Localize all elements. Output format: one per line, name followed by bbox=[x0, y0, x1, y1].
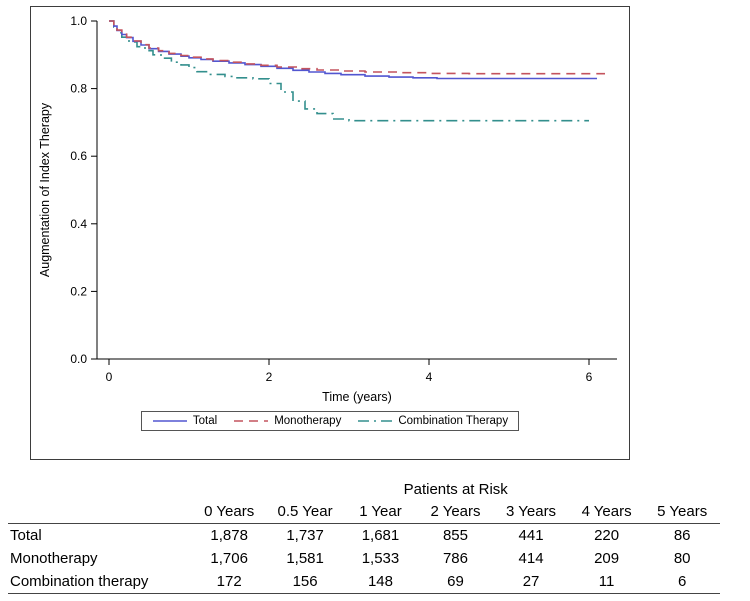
svg-text:0.8: 0.8 bbox=[70, 82, 87, 96]
cell: 220 bbox=[594, 527, 620, 544]
cell: 786 bbox=[442, 550, 468, 567]
patients-at-risk-table: Patients at Risk 0 Years 0.5 Year 1 Year… bbox=[8, 478, 720, 594]
col-header: 5 Years bbox=[644, 500, 720, 524]
cell: 172 bbox=[191, 570, 267, 594]
cell: 148 bbox=[343, 570, 418, 594]
x-axis-label: Time (years) bbox=[322, 390, 392, 404]
row-label: Total bbox=[10, 527, 42, 544]
svg-text:4: 4 bbox=[426, 370, 433, 384]
svg-text:2: 2 bbox=[266, 370, 273, 384]
svg-text:0.0: 0.0 bbox=[70, 352, 87, 366]
col-header: 3 Years bbox=[493, 500, 569, 524]
svg-text:1.0: 1.0 bbox=[70, 14, 87, 28]
svg-text:0.4: 0.4 bbox=[70, 217, 87, 231]
total-curve bbox=[109, 20, 597, 80]
legend-label-total: Total bbox=[192, 415, 218, 427]
cell: 1,533 bbox=[361, 550, 400, 567]
table-row-total: Total 1,878 1,737 1,681 855 441 220 86 bbox=[8, 524, 720, 548]
col-header: 1 Year bbox=[343, 500, 418, 524]
svg-text:0.2: 0.2 bbox=[70, 284, 87, 298]
cell: 1,681 bbox=[361, 527, 400, 544]
legend-item-total: Total bbox=[152, 415, 217, 427]
cell: 69 bbox=[417, 570, 494, 594]
svg-text:6: 6 bbox=[586, 370, 593, 384]
monotherapy-line-swatch bbox=[234, 420, 269, 422]
cell: 156 bbox=[266, 570, 344, 594]
cell: 1,737 bbox=[286, 527, 324, 544]
chart-legend: Total Monotherapy Combination Therapy bbox=[140, 411, 520, 431]
monotherapy-curve bbox=[109, 20, 605, 75]
km-chart: 0.0 0.2 0.4 0.6 0.8 1.0 0 2 4 6 Time (years) Augmen… bbox=[30, 6, 630, 460]
legend-item-monotherapy: Monotherapy bbox=[233, 415, 341, 427]
y-axis-label: Augmentation of Index Therapy bbox=[38, 102, 52, 277]
combination-therapy-curve bbox=[109, 20, 589, 122]
cell: 855 bbox=[442, 527, 468, 544]
legend-label-combination: Combination Therapy bbox=[398, 415, 509, 427]
table-header-row: 0 Years 0.5 Year 1 Year 2 Years 3 Years … bbox=[8, 500, 720, 524]
cell: 441 bbox=[518, 527, 544, 544]
table-title: Patients at Risk bbox=[403, 481, 508, 498]
combination-line-swatch bbox=[358, 420, 393, 422]
table-row-combination: Combination therapy 172 156 148 69 27 11… bbox=[8, 570, 720, 594]
table-title-row: Patients at Risk bbox=[8, 478, 720, 500]
col-header: 2 Years bbox=[417, 500, 494, 524]
cell: 80 bbox=[673, 550, 691, 567]
cell: 1,878 bbox=[210, 527, 248, 544]
cell: 1,706 bbox=[210, 550, 248, 567]
legend-item-combination: Combination Therapy bbox=[357, 415, 508, 427]
cell: 86 bbox=[673, 527, 691, 544]
cell: 414 bbox=[518, 550, 544, 567]
cell: 11 bbox=[568, 570, 645, 594]
cell: 6 bbox=[644, 570, 720, 594]
col-header: 4 Years bbox=[568, 500, 645, 524]
svg-text:0: 0 bbox=[106, 370, 113, 384]
cell: 209 bbox=[594, 550, 620, 567]
row-label: Monotherapy bbox=[10, 550, 98, 567]
spacer-cell bbox=[8, 478, 191, 500]
spacer-cell bbox=[8, 500, 192, 524]
svg-text:0.6: 0.6 bbox=[70, 149, 87, 163]
col-header: 0.5 Year bbox=[266, 500, 344, 524]
km-plot: 0.0 0.2 0.4 0.6 0.8 1.0 0 2 4 6 Time (years) Augmen… bbox=[38, 14, 617, 404]
table-row-monotherapy: Monotherapy 1,706 1,581 1,533 786 414 20… bbox=[8, 547, 720, 570]
cell: 1,581 bbox=[286, 550, 324, 567]
cell: 27 bbox=[493, 570, 569, 594]
col-header: 0 Years bbox=[191, 500, 267, 524]
row-label: Combination therapy bbox=[8, 570, 192, 594]
total-line-swatch bbox=[152, 420, 187, 422]
legend-label-monotherapy: Monotherapy bbox=[274, 415, 342, 427]
patients-at-risk-section: Patients at Risk 0 Years 0.5 Year 1 Year… bbox=[8, 478, 744, 594]
